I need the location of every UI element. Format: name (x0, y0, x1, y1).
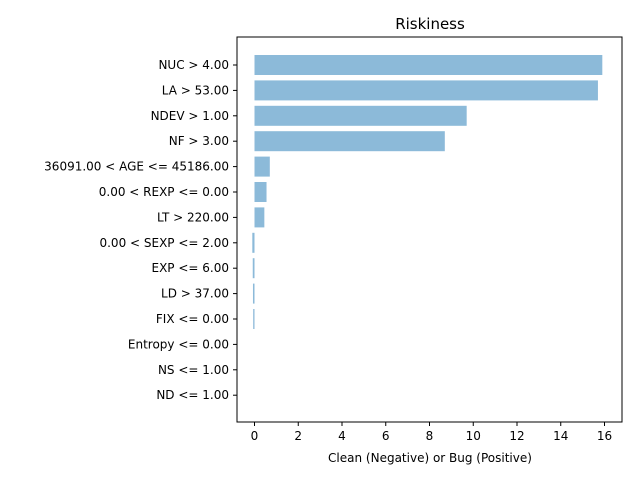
category-label: NDEV > 1.00 (151, 109, 229, 123)
bar (254, 105, 467, 126)
category-label-group: NUC > 4.00 LA > 53.00 NDEV > 1.00 NF > 3.00… (44, 58, 237, 402)
x-tick-label: 16 (597, 429, 612, 443)
x-axis: 0 2 4 6 8 10 12 14 16 (251, 422, 612, 443)
category-label: Entropy <= 0.00 (128, 337, 229, 351)
chart-title: Riskiness (395, 15, 465, 33)
category-label: 36091.00 < AGE <= 45186.00 (44, 160, 229, 174)
x-tick-label: 6 (382, 429, 390, 443)
category-label: NUC > 4.00 (158, 58, 229, 72)
x-axis-label: Clean (Negative) or Bug (Positive) (328, 451, 532, 465)
bar (254, 55, 603, 75)
category-label: LD > 37.00 (161, 287, 229, 301)
x-tick-label: 10 (466, 429, 481, 443)
category-label: NS <= 1.00 (158, 363, 229, 377)
x-tick-label: 14 (553, 429, 568, 443)
category-label: LA > 53.00 (162, 83, 229, 97)
category-label: LT > 220.00 (157, 210, 229, 224)
bar (253, 309, 255, 329)
category-label: EXP <= 6.00 (152, 261, 230, 275)
bar (254, 207, 265, 228)
x-tick-label: 8 (426, 429, 434, 443)
bar (254, 182, 267, 202)
x-tick-label: 0 (251, 429, 259, 443)
bar (254, 80, 598, 101)
category-label: NF > 3.00 (169, 134, 229, 148)
bar (252, 258, 255, 279)
category-label: ND <= 1.00 (156, 388, 229, 402)
category-label: 0.00 < SEXP <= 2.00 (99, 236, 229, 250)
x-tick-label: 2 (294, 429, 302, 443)
x-tick-label: 4 (338, 429, 346, 443)
bar (252, 232, 255, 253)
category-label: 0.00 < REXP <= 0.00 (99, 185, 229, 199)
plot-frame (236, 36, 623, 423)
bar (254, 156, 270, 177)
x-tick-label: 12 (509, 429, 524, 443)
bar (252, 283, 255, 304)
bar-group (252, 55, 603, 329)
category-label: FIX <= 0.00 (156, 312, 229, 326)
bar (254, 131, 445, 152)
